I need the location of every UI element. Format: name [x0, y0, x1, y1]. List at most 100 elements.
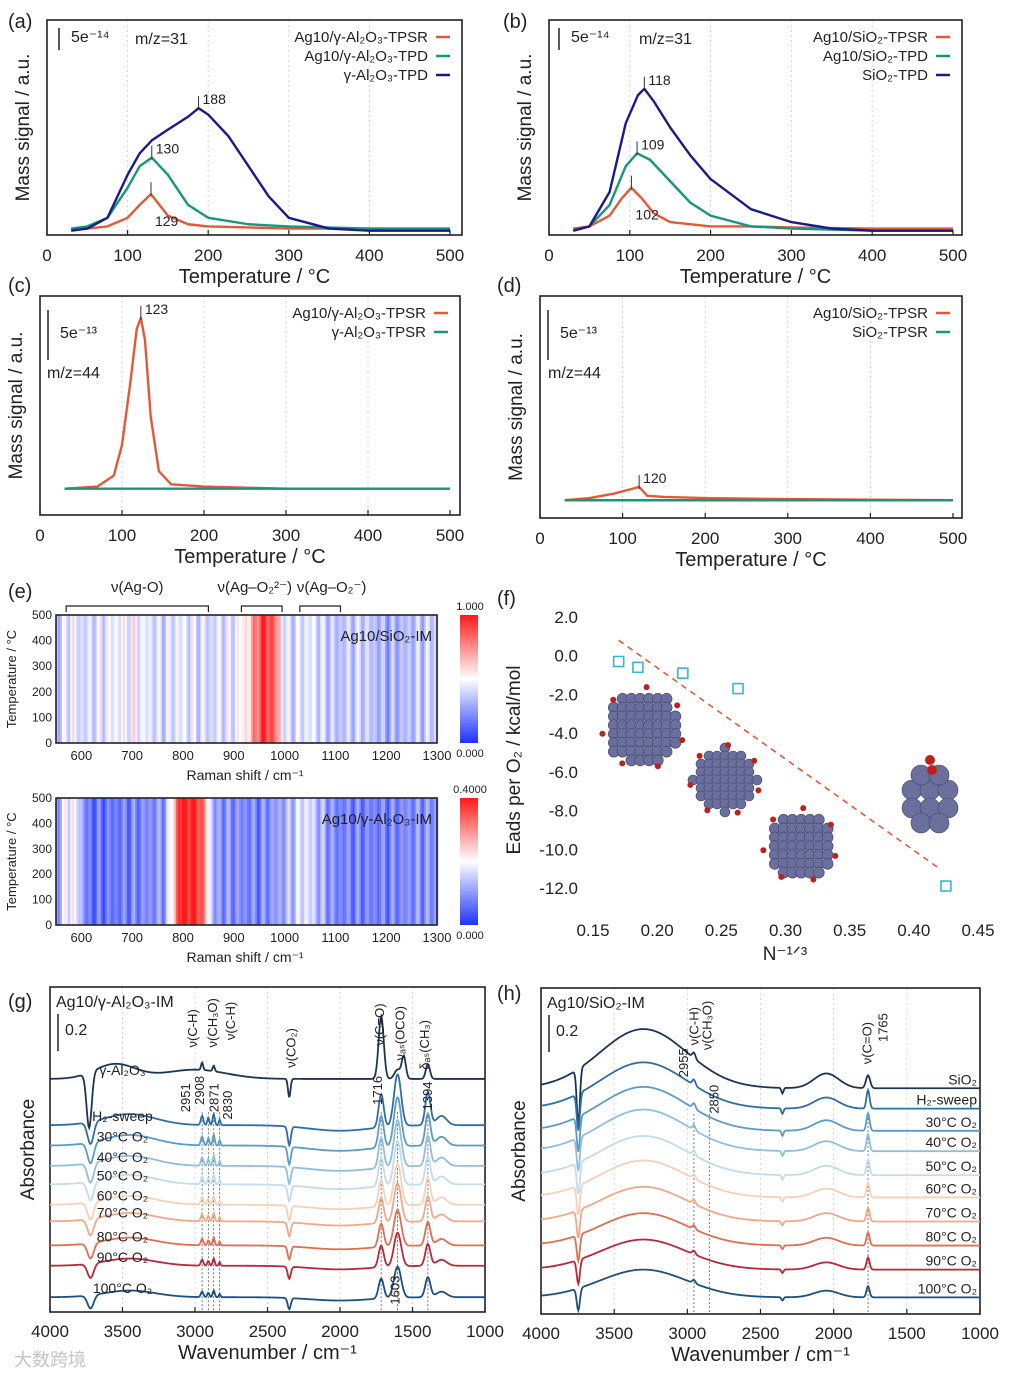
heatmap-cell — [171, 615, 175, 743]
o-atom — [734, 809, 741, 816]
panel-f: (f) 0.15 0.20 0.25 0.30 0.35 0.40 0.45 2.0 0.0 -2.… — [497, 588, 995, 965]
heatmap-frame — [55, 614, 438, 744]
legend-label: Ag10/SiO₂-TPD — [823, 48, 928, 65]
x-tick-label: 1100 — [321, 930, 349, 945]
heatmap-cell — [407, 615, 410, 743]
heatmap-cell — [167, 798, 171, 925]
heatmap-cell — [232, 798, 236, 925]
x-tick-label: 0.45 — [961, 921, 994, 940]
heatmap-cell — [244, 615, 248, 743]
heatmap-cell — [393, 615, 396, 743]
heatmap-cell — [370, 615, 374, 743]
heatmap-cell — [186, 615, 189, 743]
heatmap-cell — [139, 615, 142, 743]
x-tick-label: 0 — [35, 526, 44, 545]
heatmap-cell — [379, 615, 382, 743]
heatmap-cell — [121, 615, 124, 743]
y-tick-label: 400 — [32, 634, 52, 648]
heatmap-cell — [118, 615, 122, 743]
panel-a: (a) 0 100 200 300 400 500 Temperature / °C Mass … — [8, 11, 464, 288]
o-atom — [654, 763, 661, 770]
heatmap-cell — [393, 798, 396, 925]
heatmap-cell — [291, 615, 295, 743]
series-line — [64, 316, 450, 490]
x-tick-label: 0.15 — [576, 921, 609, 940]
heatmap-cell — [204, 615, 207, 743]
scale-bar-label: 5e⁻¹⁴ — [71, 29, 110, 46]
heatmap-cell — [427, 798, 431, 925]
heatmap-cell — [78, 615, 81, 743]
spectrum-line — [49, 1140, 485, 1204]
ag-cluster-image — [687, 742, 763, 818]
heatmap-cell — [429, 798, 433, 925]
y-axis-label: Absorbance — [18, 1099, 39, 1200]
heatmap-cell — [322, 615, 325, 743]
heatmap-cell — [90, 798, 93, 925]
ag-atom — [910, 812, 932, 834]
heatmap-cell — [125, 615, 128, 743]
band-annotation: 1603 — [387, 1276, 402, 1305]
heatmap-cell — [106, 615, 110, 743]
heatmap-cell — [184, 615, 187, 743]
heatmap-cell — [181, 615, 185, 743]
heatmap-cell — [88, 615, 91, 743]
band-annotation: ν(C=O) — [372, 1003, 387, 1045]
legend-label: Ag10/SiO₂-TPSR — [813, 29, 928, 46]
heatmap-cell — [405, 798, 408, 925]
heatmap-cell — [202, 798, 205, 925]
spectrum-line — [49, 1119, 485, 1187]
heatmap-cell — [238, 615, 242, 743]
heatmap-cell — [409, 798, 412, 925]
heatmap-cell — [346, 615, 349, 743]
heatmap-cell — [344, 798, 347, 925]
x-tick-label: 900 — [223, 748, 245, 763]
heatmap-cell — [163, 798, 167, 925]
heatmap-cell — [200, 615, 203, 743]
band-bracket — [240, 605, 283, 612]
plot-frame — [39, 295, 461, 516]
heatmap-cell — [358, 798, 362, 925]
heatmap-cell — [68, 798, 71, 925]
heatmap-cell — [342, 798, 345, 925]
heatmap-cell — [271, 615, 274, 743]
y-tick-label: -2.0 — [549, 685, 578, 704]
heatmap-cell — [114, 798, 118, 925]
heatmap-cell — [389, 615, 392, 743]
heatmap-cell — [151, 615, 154, 743]
heatmap-cell — [334, 798, 337, 925]
x-tick-label: 300 — [774, 529, 802, 548]
heatmap-cell — [131, 615, 134, 743]
spectrum-line — [49, 1231, 485, 1281]
heatmap-cell — [100, 615, 104, 743]
o-atom — [751, 757, 758, 764]
heatmap-cell — [222, 798, 225, 925]
x-tick-label: 500 — [939, 529, 967, 548]
panel-title: Ag10/γ-Al₂O₃-IM — [56, 994, 174, 1011]
heatmap-cell — [74, 615, 77, 743]
x-tick-label: 700 — [121, 748, 143, 763]
heatmap-cell — [242, 615, 246, 743]
heatmap-cell — [316, 798, 319, 925]
data-point — [612, 655, 625, 668]
x-tick-label: 200 — [691, 529, 719, 548]
heatmap-cell — [251, 798, 254, 925]
heatmap-cell — [88, 798, 91, 925]
heatmap-cell — [277, 798, 280, 925]
heatmap-cell — [145, 615, 148, 743]
heatmap-cell — [177, 615, 181, 743]
heatmap-cell — [314, 798, 317, 925]
heatmap-title: Ag10/γ-Al₂O₃-IM — [322, 811, 432, 828]
y-axis-label: Absorbance — [509, 1100, 530, 1201]
o-atom — [610, 696, 617, 703]
heatmap-cell — [236, 615, 240, 743]
heatmap-cell — [279, 615, 282, 743]
heatmap-cell — [360, 798, 364, 925]
panel-label: (c) — [8, 275, 31, 297]
heatmap-cell — [175, 615, 179, 743]
heatmap-cell — [135, 615, 138, 743]
series-line — [71, 192, 450, 230]
heatmap-cell — [220, 615, 223, 743]
x-tick-label: 400 — [858, 246, 886, 265]
heatmap-cell — [259, 615, 262, 743]
heatmap-cell — [165, 798, 169, 925]
